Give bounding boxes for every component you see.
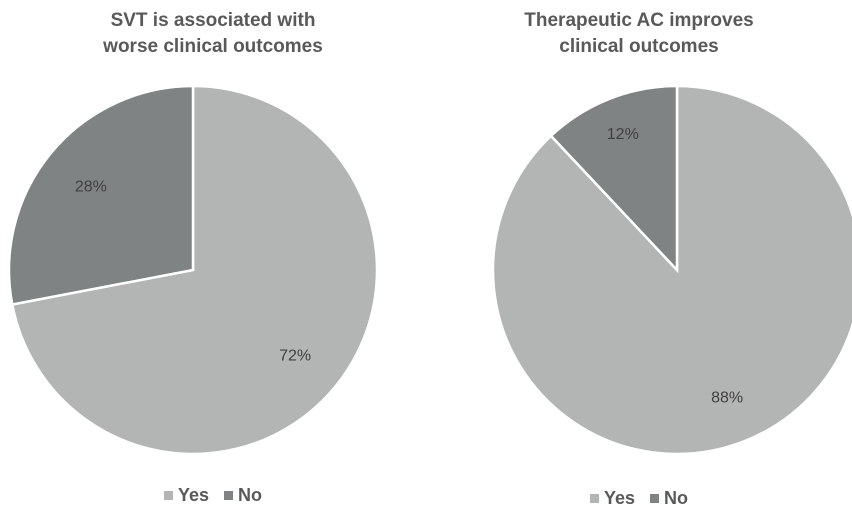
legend-label-yes: Yes xyxy=(603,488,636,508)
legend-swatch-yes xyxy=(589,494,599,503)
chart-title-line-1: SVT is associated with xyxy=(110,10,316,31)
legend-label-yes: Yes xyxy=(177,485,210,505)
legend-item-yes: Yes xyxy=(589,488,636,509)
legend-swatch-yes xyxy=(163,491,173,500)
legend-item-yes: Yes xyxy=(163,485,210,506)
data-label-no: 12% xyxy=(607,126,639,143)
data-label-yes: 88% xyxy=(711,390,743,407)
legend-swatch-no xyxy=(224,491,234,500)
legend-label-no: No xyxy=(664,488,689,508)
chart-title-line-2: clinical outcomes xyxy=(559,36,719,57)
chart-title: Therapeutic AC improves clinical outcome… xyxy=(426,8,852,60)
chart-legend: Yes No xyxy=(0,484,426,506)
chart-title: SVT is associated with worse clinical ou… xyxy=(0,8,426,60)
pie-chart-svt-outcomes: 72% 28% xyxy=(7,84,379,456)
pie-slice-yes xyxy=(10,84,379,456)
legend-swatch-no xyxy=(650,494,660,503)
pie-slice-no xyxy=(7,84,195,306)
pie-slice-no xyxy=(549,84,679,274)
chart-panel-ac-outcomes: Therapeutic AC improves clinical outcome… xyxy=(426,0,852,509)
legend-label-no: No xyxy=(238,485,263,505)
data-label-yes: 72% xyxy=(279,347,311,364)
chart-legend: Yes No xyxy=(426,487,852,509)
pie-chart-ac-outcomes: 88% 12% xyxy=(491,84,852,456)
legend-item-no: No xyxy=(224,485,262,506)
legend-item-no: No xyxy=(650,488,688,509)
chart-panel-svt-outcomes: SVT is associated with worse clinical ou… xyxy=(0,0,426,507)
data-label-no: 28% xyxy=(75,179,107,196)
chart-title-line-2: worse clinical outcomes xyxy=(103,36,323,57)
pie-slice-yes xyxy=(491,84,852,456)
chart-title-line-1: Therapeutic AC improves xyxy=(524,10,754,31)
